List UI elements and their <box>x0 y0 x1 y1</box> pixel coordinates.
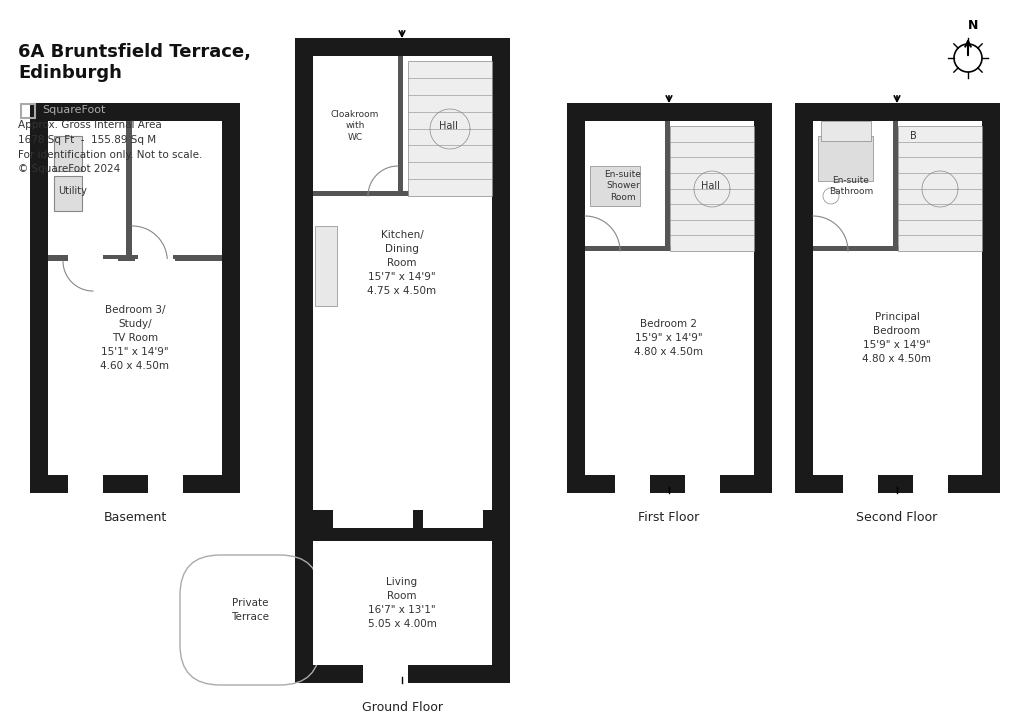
Bar <box>68 247 103 267</box>
Bar <box>138 247 173 267</box>
Bar <box>585 121 754 475</box>
Bar <box>398 56 403 196</box>
Bar <box>313 541 492 665</box>
Bar <box>295 38 510 528</box>
Bar <box>670 126 754 251</box>
Text: N: N <box>968 19 978 32</box>
Text: SquareFoot: SquareFoot <box>42 105 105 115</box>
Bar <box>362 663 408 683</box>
Text: Kitchen/
Dining
Room
15'7" x 14'9"
4.75 x 4.50m: Kitchen/ Dining Room 15'7" x 14'9" 4.75 … <box>368 230 436 296</box>
Text: Hall: Hall <box>700 181 720 191</box>
Bar <box>818 136 873 181</box>
Text: First Floor: First Floor <box>638 511 699 524</box>
Bar <box>615 473 650 493</box>
Bar <box>333 508 413 528</box>
Bar <box>795 103 1000 493</box>
Text: Ground Floor: Ground Floor <box>361 701 442 714</box>
Text: Basement: Basement <box>103 511 167 524</box>
Bar <box>295 523 510 683</box>
Bar <box>126 121 132 261</box>
Bar <box>898 126 982 251</box>
Bar <box>68 473 103 493</box>
Bar <box>135 259 175 263</box>
Text: Bedroom 2
15'9" x 14'9"
4.80 x 4.50m: Bedroom 2 15'9" x 14'9" 4.80 x 4.50m <box>635 319 703 357</box>
Bar <box>148 473 183 493</box>
Bar <box>54 136 82 171</box>
Text: En-suite
Bathroom: En-suite Bathroom <box>828 176 873 197</box>
Bar <box>893 121 898 251</box>
Bar <box>78 259 118 263</box>
Bar <box>843 473 878 493</box>
Bar <box>590 166 640 206</box>
Text: Hall: Hall <box>438 121 458 131</box>
Text: Living
Room
16'7" x 13'1"
5.05 x 4.00m: Living Room 16'7" x 13'1" 5.05 x 4.00m <box>368 577 436 629</box>
Bar <box>585 246 754 251</box>
Text: Cloakroom
with
WC: Cloakroom with WC <box>331 110 379 142</box>
Bar <box>567 103 772 493</box>
Text: Bedroom 3/
Study/
TV Room
15'1" x 14'9"
4.60 x 4.50m: Bedroom 3/ Study/ TV Room 15'1" x 14'9" … <box>100 305 170 371</box>
Bar <box>821 121 871 141</box>
Bar <box>54 176 82 211</box>
Bar <box>313 191 492 196</box>
Text: Utility: Utility <box>58 186 87 196</box>
Text: Principal
Bedroom
15'9" x 14'9"
4.80 x 4.50m: Principal Bedroom 15'9" x 14'9" 4.80 x 4… <box>862 312 932 364</box>
Bar <box>423 508 483 528</box>
Bar <box>315 226 337 306</box>
Bar <box>913 473 948 493</box>
Bar <box>685 473 720 493</box>
Bar <box>665 121 670 251</box>
Text: Second Floor: Second Floor <box>856 511 938 524</box>
Bar <box>813 121 982 475</box>
Text: En-suite
Shower
Room: En-suite Shower Room <box>604 170 641 202</box>
Bar <box>813 246 982 251</box>
Text: Approx. Gross Internal Area
1678 Sq Ft  -  155.89 Sq M
For identification only. : Approx. Gross Internal Area 1678 Sq Ft -… <box>18 120 203 174</box>
Text: B: B <box>909 131 916 141</box>
Bar <box>313 56 492 510</box>
Bar <box>48 255 222 261</box>
Text: Private
Terrace: Private Terrace <box>231 598 269 622</box>
Bar <box>408 61 492 196</box>
Bar <box>48 121 222 475</box>
Text: 6A Bruntsfield Terrace,
Edinburgh: 6A Bruntsfield Terrace, Edinburgh <box>18 43 251 82</box>
Bar <box>30 103 240 493</box>
